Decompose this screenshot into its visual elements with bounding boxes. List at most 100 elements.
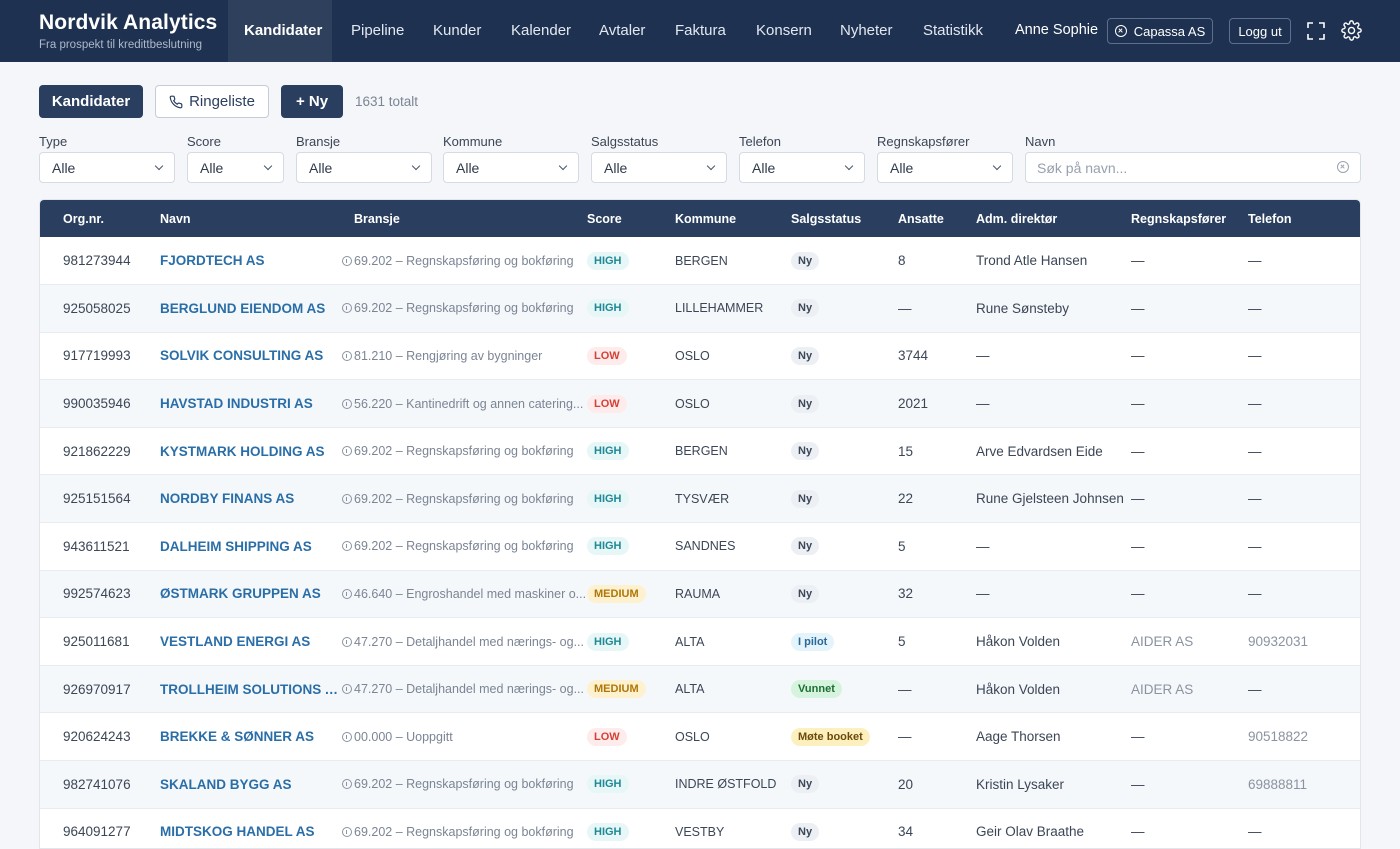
info-icon[interactable] — [342, 684, 352, 695]
status-badge[interactable]: Ny — [791, 442, 820, 461]
status-badge[interactable]: Ny — [791, 251, 820, 270]
gear-icon[interactable] — [1341, 20, 1362, 41]
status-badge[interactable]: Ny — [791, 822, 820, 841]
company-link[interactable]: ØSTMARK GRUPPEN AS — [160, 586, 321, 602]
cell-kommune: LILLEHAMMER — [675, 301, 764, 316]
status-badge[interactable]: I pilot — [791, 632, 835, 651]
nav-item-kalender[interactable]: Kalender — [511, 22, 572, 39]
info-icon[interactable] — [342, 446, 352, 457]
table-row[interactable]: 925151564 NORDBY FINANS AS 69.202 – Regnsk… — [40, 474, 1360, 523]
filter-bransje-select[interactable]: Alle — [296, 152, 432, 183]
table-row[interactable]: 925058025 BERGLUND EIENDOM AS 69.202 – Reg… — [40, 284, 1360, 333]
status-badge[interactable]: Møte booket — [791, 727, 870, 746]
status-badge[interactable]: Ny — [791, 346, 820, 365]
info-icon[interactable] — [342, 541, 352, 552]
filter-type-select[interactable]: Alle — [39, 152, 175, 183]
company-button[interactable]: Capassa AS — [1107, 18, 1213, 44]
logout-button[interactable]: Logg ut — [1229, 18, 1291, 44]
company-link[interactable]: HAVSTAD INDUSTRI AS — [160, 396, 313, 412]
company-link[interactable]: TROLLHEIM SOLUTIONS AS — [160, 681, 342, 697]
brand[interactable]: Nordvik Analytics Fra prospekt til kredi… — [39, 11, 217, 51]
info-icon[interactable] — [342, 826, 352, 837]
status-badge[interactable]: Ny — [791, 299, 820, 318]
table-row[interactable]: 992574623 ØSTMARK GRUPPEN AS 46.640 – Engr… — [40, 570, 1360, 618]
company-link[interactable]: DALHEIM SHIPPING AS — [160, 538, 312, 554]
ringeliste-button[interactable]: Ringeliste — [155, 85, 269, 118]
col-header-adm-direktor[interactable]: Adm. direktør — [976, 211, 1058, 226]
status-badge[interactable]: Ny — [791, 584, 820, 603]
nav-item-konsern[interactable]: Konsern — [756, 22, 812, 39]
company-link[interactable]: NORDBY FINANS AS — [160, 491, 295, 507]
nav-item-nyheter[interactable]: Nyheter — [840, 22, 893, 39]
company-link[interactable]: SKALAND BYGG AS — [160, 776, 292, 792]
cell-ansatte: 15 — [898, 443, 914, 459]
info-icon[interactable] — [342, 731, 352, 742]
table-row[interactable]: 943611521 DALHEIM SHIPPING AS 69.202 – Reg… — [40, 523, 1360, 571]
cell-adm-direktor: Håkon Volden — [976, 634, 1061, 650]
info-icon[interactable] — [342, 636, 352, 647]
company-link[interactable]: VESTLAND ENERGI AS — [160, 634, 311, 650]
nav-item-pipeline[interactable]: Pipeline — [351, 22, 405, 39]
cell-kommune: BERGEN — [675, 444, 728, 459]
table-row[interactable]: 926970917 TROLLHEIM SOLUTIONS AS 47.270 – … — [40, 665, 1360, 713]
company-link[interactable]: BREKKE & SØNNER AS — [160, 729, 315, 745]
info-icon[interactable] — [342, 255, 352, 266]
status-badge[interactable]: Ny — [791, 394, 820, 413]
company-link[interactable]: KYSTMARK HOLDING AS — [160, 443, 325, 459]
info-icon[interactable] — [342, 303, 352, 314]
table-row[interactable]: 917719993 SOLVIK CONSULTING AS 81.210 – Re… — [40, 332, 1360, 380]
col-header-bransje[interactable]: Bransje — [354, 211, 400, 226]
nav-item-kandidater[interactable]: Kandidater — [244, 22, 323, 39]
cell-ansatte: 2021 — [898, 396, 929, 412]
filter-salgsstatus-select[interactable]: Alle — [591, 152, 727, 183]
filter-regnskapsforer-select[interactable]: Alle — [877, 152, 1013, 183]
user-name[interactable]: Anne Sophie — [1015, 22, 1099, 38]
status-badge[interactable]: Ny — [791, 489, 820, 508]
table-row[interactable]: 921862229 KYSTMARK HOLDING AS 69.202 – Reg… — [40, 427, 1360, 475]
bransje-text: 69.202 – Regnskapsføring og bokføring — [354, 444, 574, 459]
col-header-orgnr[interactable]: Org.nr. — [63, 211, 104, 226]
new-button[interactable]: + Ny — [281, 85, 343, 118]
col-header-score[interactable]: Score — [587, 211, 622, 226]
status-badge[interactable]: Vunnet — [791, 680, 842, 699]
nav-item-statistikk[interactable]: Statistikk — [923, 22, 984, 39]
status-badge[interactable]: Ny — [791, 775, 820, 794]
bransje-text: 69.202 – Regnskapsføring og bokføring — [354, 539, 574, 554]
col-header-telefon[interactable]: Telefon — [1248, 211, 1292, 226]
info-icon[interactable] — [342, 779, 352, 790]
table-row[interactable]: 981273944 FJORDTECH AS 69.202 – Regnskapsf… — [40, 237, 1360, 285]
info-icon[interactable] — [342, 398, 352, 409]
company-link[interactable]: BERGLUND EIENDOM AS — [160, 300, 326, 316]
table-row[interactable]: 990035946 HAVSTAD INDUSTRI AS 56.220 – Kan… — [40, 379, 1360, 428]
col-header-regnskapsforer[interactable]: Regnskapsfører — [1131, 211, 1227, 226]
name-search-input[interactable] — [1025, 152, 1361, 183]
table-row[interactable]: 982741076 SKALAND BYGG AS 69.202 – Regnska… — [40, 760, 1360, 809]
table-row[interactable]: 920624243 BREKKE & SØNNER AS 00.000 – Uopp… — [40, 713, 1360, 761]
info-icon[interactable] — [342, 350, 352, 361]
nav-item-faktura[interactable]: Faktura — [675, 22, 726, 39]
table-row[interactable]: 925011681 VESTLAND ENERGI AS 47.270 – Deta… — [40, 618, 1360, 666]
col-header-ansatte[interactable]: Ansatte — [898, 211, 944, 226]
info-icon[interactable] — [342, 493, 352, 504]
filter-telefon-select[interactable]: Alle — [739, 152, 865, 183]
status-badge[interactable]: Ny — [791, 537, 820, 556]
company-link[interactable]: FJORDTECH AS — [160, 253, 265, 269]
info-icon[interactable] — [342, 588, 352, 599]
fullscreen-icon[interactable] — [1307, 22, 1325, 40]
table-row[interactable]: 964091277 MIDTSKOG HANDEL AS 69.202 – Regn… — [40, 808, 1360, 848]
score-badge: LOW — [587, 346, 627, 365]
filter-kommune-select[interactable]: Alle — [443, 152, 579, 183]
nav-item-kunder[interactable]: Kunder — [433, 22, 482, 39]
cell-status: Ny — [791, 475, 898, 523]
nav-item-avtaler[interactable]: Avtaler — [599, 22, 646, 39]
kandidater-button[interactable]: Kandidater — [39, 85, 143, 118]
col-header-navn[interactable]: Navn — [160, 211, 191, 226]
filter-score-value: Alle — [200, 159, 224, 176]
cell-status: I pilot — [791, 618, 898, 666]
company-link[interactable]: SOLVIK CONSULTING AS — [160, 348, 324, 364]
col-header-salgsstatus[interactable]: Salgsstatus — [791, 211, 862, 226]
company-link[interactable]: MIDTSKOG HANDEL AS — [160, 824, 315, 840]
filter-score-select[interactable]: Alle — [187, 152, 284, 183]
clear-search-icon[interactable] — [1337, 161, 1349, 173]
col-header-kommune[interactable]: Kommune — [675, 211, 737, 226]
